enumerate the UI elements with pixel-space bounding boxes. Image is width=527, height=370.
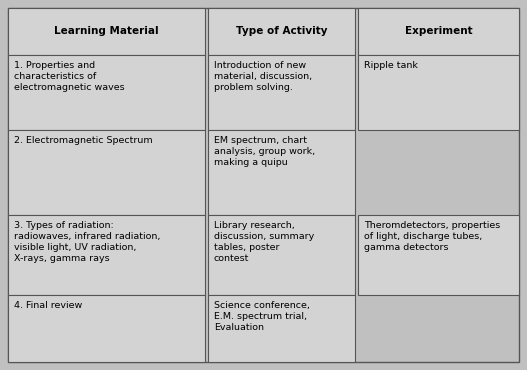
Bar [208,215,355,295]
Bar [8,8,205,55]
Text: 4. Final review: 4. Final review [14,301,82,310]
Text: Learning Material: Learning Material [54,27,159,37]
Bar [208,295,355,362]
Bar [8,130,205,215]
Text: 2. Electromagnetic Spectrum: 2. Electromagnetic Spectrum [14,136,153,145]
Bar [358,55,519,130]
Bar [208,55,355,130]
Text: 1. Properties and
characteristics of
electromagnetic waves: 1. Properties and characteristics of ele… [14,61,124,92]
Text: EM spectrum, chart
analysis, group work,
making a quipu: EM spectrum, chart analysis, group work,… [214,136,315,167]
Bar [208,8,355,55]
Bar [8,55,205,130]
Text: Experiment: Experiment [405,27,472,37]
Text: Ripple tank: Ripple tank [364,61,418,70]
Bar [208,130,355,215]
Bar [358,8,519,55]
Text: 3. Types of radiation:
radiowaves, infrared radiation,
visible light, UV radiati: 3. Types of radiation: radiowaves, infra… [14,221,160,263]
Text: Introduction of new
material, discussion,
problem solving.: Introduction of new material, discussion… [214,61,312,92]
Bar [8,215,205,295]
Text: Type of Activity: Type of Activity [236,27,327,37]
Bar [358,215,519,295]
Text: Library research,
discussion, summary
tables, poster
contest: Library research, discussion, summary ta… [214,221,314,263]
Text: Science conference,
E.M. spectrum trial,
Evaluation: Science conference, E.M. spectrum trial,… [214,301,310,332]
Text: Theromdetectors, properties
of light, discharge tubes,
gamma detectors: Theromdetectors, properties of light, di… [364,221,500,252]
Bar [8,295,205,362]
